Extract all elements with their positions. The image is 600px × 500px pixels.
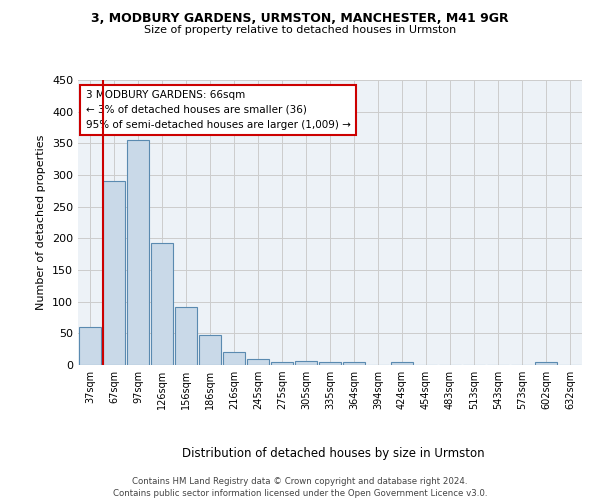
Bar	[151, 244, 173, 365]
Bar	[271, 362, 293, 365]
Bar	[127, 140, 149, 365]
Text: Size of property relative to detached houses in Urmston: Size of property relative to detached ho…	[144, 25, 456, 35]
Text: Contains HM Land Registry data © Crown copyright and database right 2024.: Contains HM Land Registry data © Crown c…	[132, 478, 468, 486]
Text: Distribution of detached houses by size in Urmston: Distribution of detached houses by size …	[182, 448, 484, 460]
Bar	[343, 362, 365, 365]
Bar	[295, 361, 317, 365]
Text: Contains public sector information licensed under the Open Government Licence v3: Contains public sector information licen…	[113, 489, 487, 498]
Bar	[79, 327, 101, 365]
Bar	[247, 358, 269, 365]
Bar	[103, 182, 125, 365]
Bar	[535, 362, 557, 365]
Bar	[391, 362, 413, 365]
Bar	[175, 306, 197, 365]
Bar	[319, 362, 341, 365]
Bar	[223, 352, 245, 365]
Text: 3 MODBURY GARDENS: 66sqm
← 3% of detached houses are smaller (36)
95% of semi-de: 3 MODBURY GARDENS: 66sqm ← 3% of detache…	[86, 90, 350, 130]
Bar	[199, 335, 221, 365]
Y-axis label: Number of detached properties: Number of detached properties	[37, 135, 46, 310]
Text: 3, MODBURY GARDENS, URMSTON, MANCHESTER, M41 9GR: 3, MODBURY GARDENS, URMSTON, MANCHESTER,…	[91, 12, 509, 26]
